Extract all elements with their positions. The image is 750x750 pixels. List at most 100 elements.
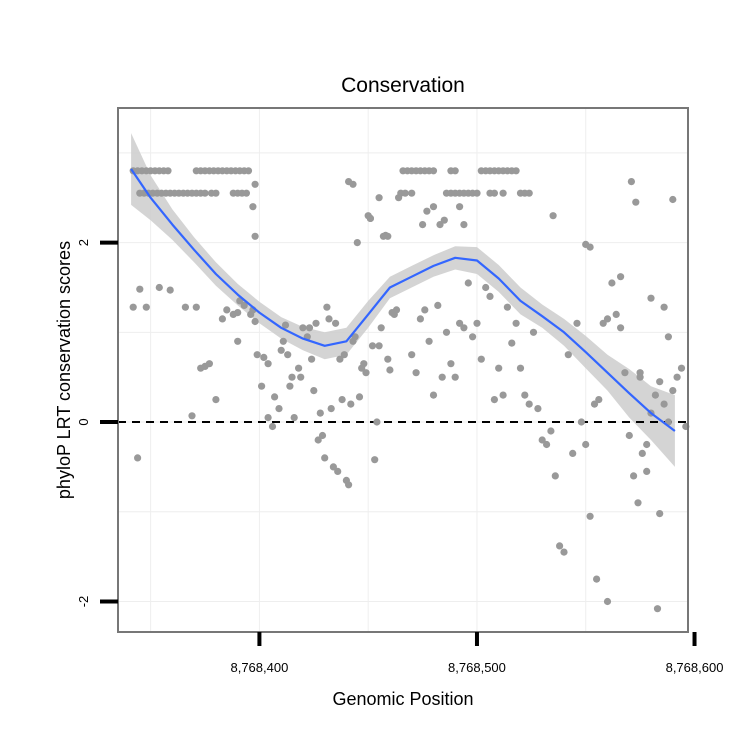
data-point bbox=[362, 369, 370, 377]
data-point bbox=[353, 239, 361, 247]
data-point bbox=[440, 216, 448, 224]
data-point bbox=[456, 319, 464, 327]
data-point bbox=[603, 597, 612, 606]
data-point bbox=[290, 414, 298, 422]
data-point bbox=[340, 351, 348, 359]
data-point bbox=[477, 355, 485, 363]
smooth-line-layer bbox=[130, 168, 676, 432]
data-point bbox=[384, 355, 392, 363]
data-point bbox=[617, 273, 625, 281]
data-point bbox=[516, 364, 525, 372]
data-point bbox=[205, 360, 213, 368]
data-point bbox=[460, 324, 468, 332]
data-point bbox=[486, 292, 494, 300]
data-point bbox=[503, 303, 511, 311]
data-point bbox=[134, 454, 142, 462]
data-point bbox=[551, 472, 559, 480]
data-point bbox=[264, 360, 272, 368]
chart-title: Conservation bbox=[341, 74, 465, 97]
data-point bbox=[447, 360, 455, 368]
data-point bbox=[142, 303, 150, 311]
data-point bbox=[408, 351, 416, 359]
data-point bbox=[525, 400, 533, 408]
data-point bbox=[577, 418, 586, 426]
data-point bbox=[617, 324, 625, 332]
data-point bbox=[192, 303, 200, 311]
data-point bbox=[456, 203, 464, 211]
data-point bbox=[549, 212, 557, 220]
data-point bbox=[636, 373, 644, 381]
data-point bbox=[271, 393, 279, 401]
data-point bbox=[286, 382, 294, 390]
data-point bbox=[136, 285, 144, 293]
data-point bbox=[166, 286, 174, 294]
data-point bbox=[260, 353, 268, 361]
data-point bbox=[556, 542, 564, 550]
data-point bbox=[401, 189, 409, 197]
data-point bbox=[323, 303, 331, 311]
data-point bbox=[368, 342, 377, 350]
data-point bbox=[299, 324, 307, 332]
data-point bbox=[656, 509, 664, 518]
data-point bbox=[312, 319, 320, 327]
data-point bbox=[438, 373, 446, 381]
data-point bbox=[612, 310, 620, 318]
data-point bbox=[569, 449, 577, 457]
data-point bbox=[295, 364, 303, 372]
y-axis-title: phyloP LRT conservation scores bbox=[54, 241, 74, 499]
data-point bbox=[251, 232, 259, 240]
data-point bbox=[512, 167, 520, 175]
data-point bbox=[155, 283, 163, 292]
data-point bbox=[434, 301, 442, 309]
data-point bbox=[377, 324, 385, 332]
data-point bbox=[423, 207, 431, 215]
x-tick-label: 8,768,500 bbox=[448, 660, 506, 675]
data-point bbox=[490, 396, 498, 404]
data-point bbox=[529, 328, 538, 336]
data-point bbox=[429, 203, 438, 211]
data-point bbox=[360, 360, 368, 368]
x-tick-label: 8,768,400 bbox=[230, 660, 288, 675]
data-point bbox=[234, 309, 242, 317]
data-point bbox=[473, 319, 481, 327]
x-axis-title: Genomic Position bbox=[332, 689, 473, 709]
data-point bbox=[325, 315, 333, 323]
data-point bbox=[234, 337, 242, 345]
data-point bbox=[669, 387, 677, 395]
data-point bbox=[242, 189, 250, 197]
y-tick-label: 0 bbox=[76, 418, 91, 425]
data-point bbox=[469, 333, 477, 341]
data-point bbox=[653, 605, 662, 613]
data-point bbox=[212, 396, 220, 404]
data-point bbox=[460, 221, 468, 229]
data-point bbox=[366, 214, 374, 222]
data-point bbox=[603, 315, 612, 323]
data-point bbox=[669, 195, 677, 204]
data-point bbox=[375, 342, 383, 350]
data-point bbox=[673, 373, 681, 381]
data-point bbox=[297, 373, 305, 381]
data-point bbox=[647, 294, 655, 302]
data-point bbox=[305, 324, 314, 332]
data-point bbox=[425, 337, 433, 345]
data-point bbox=[599, 319, 607, 327]
data-point bbox=[279, 337, 287, 345]
data-point bbox=[201, 189, 209, 197]
data-point bbox=[316, 409, 324, 417]
data-point bbox=[416, 315, 424, 323]
data-point bbox=[349, 180, 357, 188]
data-point bbox=[651, 391, 660, 399]
data-point bbox=[218, 315, 226, 323]
data-point bbox=[258, 382, 266, 390]
data-point bbox=[625, 431, 633, 440]
confidence-band-layer bbox=[131, 133, 675, 467]
y-axis: -2 0 2 bbox=[76, 239, 118, 607]
data-point bbox=[643, 440, 651, 449]
data-point bbox=[656, 378, 664, 386]
plot-panel-frame bbox=[117, 107, 689, 633]
smooth-line bbox=[130, 168, 676, 432]
data-point bbox=[473, 189, 481, 197]
data-point bbox=[442, 328, 451, 336]
data-point bbox=[464, 279, 472, 287]
data-point bbox=[660, 400, 668, 408]
